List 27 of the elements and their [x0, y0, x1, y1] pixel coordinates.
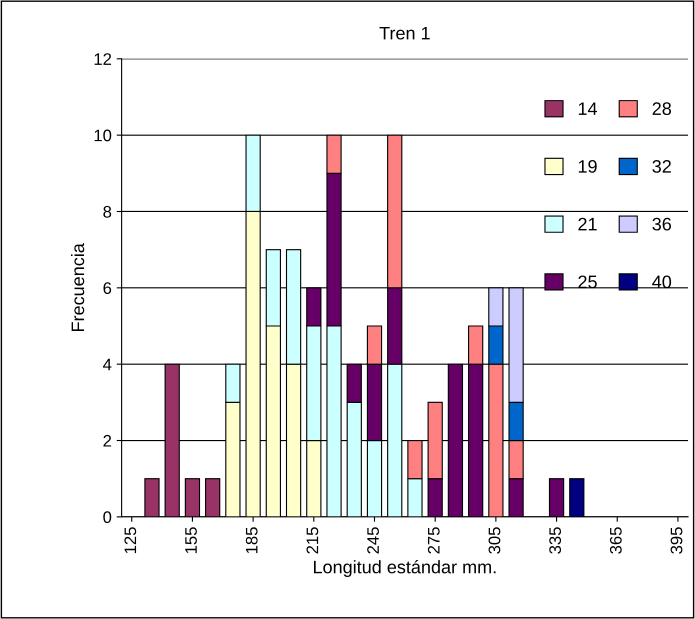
y-tick-label: 12 [94, 53, 112, 65]
x-tick-label: 395 [670, 527, 682, 554]
legend-label: 21 [578, 218, 597, 230]
x-tick-label: 275 [428, 527, 440, 554]
legend-label: 32 [652, 160, 671, 173]
x-tick-label: 185 [246, 527, 258, 554]
y-axis-title: Frecuencia [70, 243, 84, 332]
legend-label: 40 [652, 275, 672, 288]
y-tick-label: 4 [103, 358, 112, 370]
legend-label: 36 [652, 218, 672, 231]
x-tick-label: 335 [549, 527, 562, 554]
legend-label: 19 [578, 160, 597, 173]
legend-label: 14 [578, 102, 598, 115]
y-tick-label: 2 [103, 434, 112, 447]
x-tick-label: 365 [610, 527, 622, 554]
y-tick-label: 8 [103, 206, 112, 218]
x-tick-label: 155 [185, 527, 197, 554]
x-tick-label: 215 [306, 527, 318, 554]
x-tick-label: 245 [367, 527, 379, 554]
legend-label: 28 [652, 102, 672, 116]
chart-title: Tren 1 [379, 26, 430, 40]
y-tick-label: 0 [103, 511, 112, 524]
y-tick-label: 6 [103, 282, 112, 294]
x-tick-label: 305 [488, 527, 500, 554]
y-tick-label: 10 [94, 130, 112, 142]
x-axis-title: Longitud estándar mm. [314, 560, 496, 577]
x-tick-label: 125 [124, 527, 136, 554]
